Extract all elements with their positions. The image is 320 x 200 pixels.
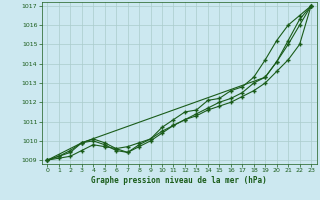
X-axis label: Graphe pression niveau de la mer (hPa): Graphe pression niveau de la mer (hPa) (91, 176, 267, 185)
